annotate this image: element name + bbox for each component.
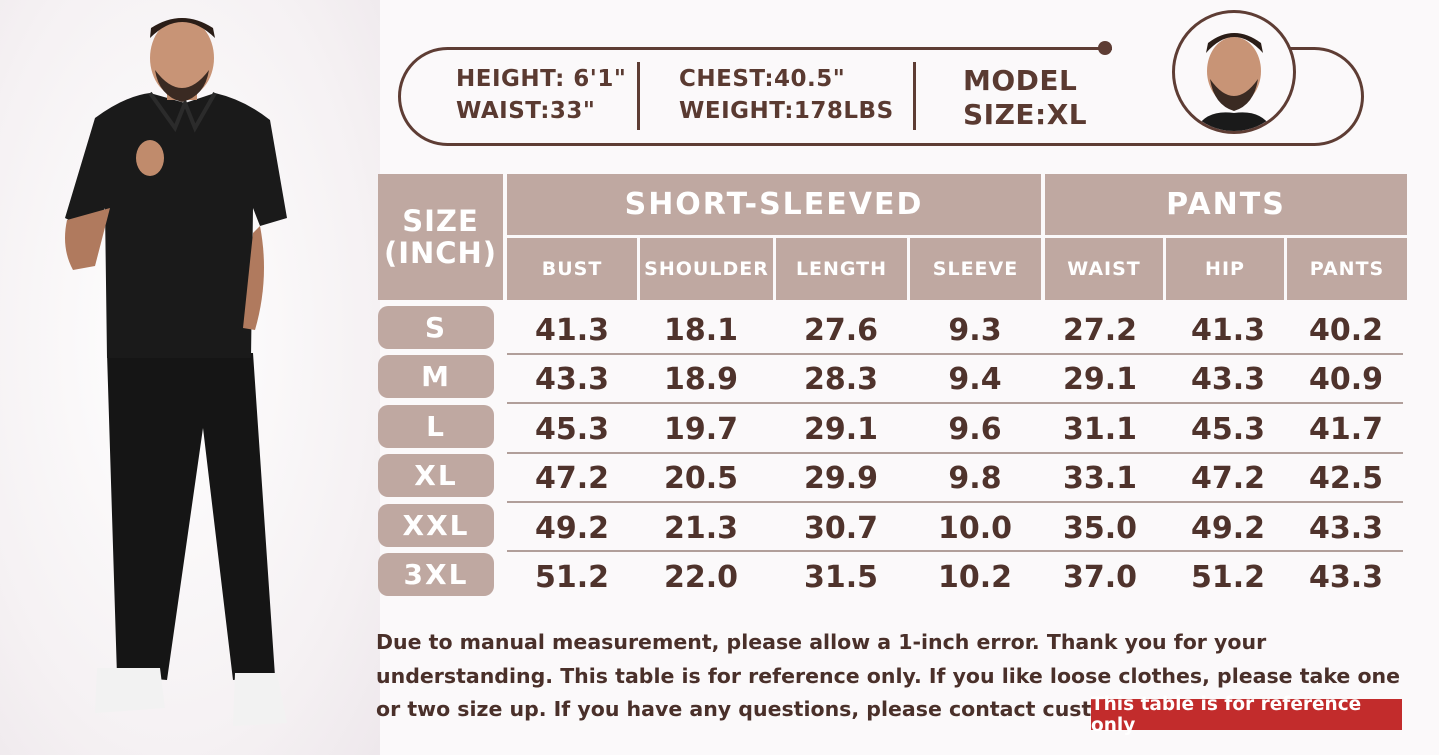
short-sleeved-header: SHORT-SLEEVED: [507, 174, 1041, 235]
table-cell: 28.3: [803, 362, 879, 397]
banner-divider-2: [913, 62, 916, 130]
table-cell: 22.0: [663, 560, 739, 595]
table-cell: 18.9: [663, 362, 739, 397]
table-cell: 49.2: [534, 511, 610, 546]
table-cell: 51.2: [534, 560, 610, 595]
size-header-line2: (INCH): [383, 236, 498, 270]
size-pill-l: L: [378, 405, 494, 448]
table-cell: 41.7: [1308, 412, 1384, 447]
table-cell: 51.2: [1190, 560, 1266, 595]
table-cell: 29.1: [803, 412, 879, 447]
table-cell: 10.0: [937, 511, 1013, 546]
table-cell: 45.3: [1190, 412, 1266, 447]
model-photo: [65, 18, 287, 726]
banner-dot: [1098, 41, 1112, 55]
table-cell: 45.3: [534, 412, 610, 447]
table-cell: 41.3: [1190, 313, 1266, 348]
table-cell: 9.3: [948, 313, 1002, 348]
col-header-bust: BUST: [507, 238, 637, 300]
table-cell: 33.1: [1062, 461, 1138, 496]
table-cell: 18.1: [663, 313, 739, 348]
table-cell: 9.8: [948, 461, 1002, 496]
row-divider: [507, 402, 1403, 404]
col-header-pants: PANTS: [1287, 238, 1407, 300]
col-header-sleeve: SLEEVE: [910, 238, 1041, 300]
table-cell: 40.9: [1308, 362, 1384, 397]
model-chest: CHEST:40.5": [679, 66, 846, 92]
row-divider: [507, 452, 1403, 454]
table-cell: 9.4: [948, 362, 1002, 397]
table-cell: 43.3: [1308, 511, 1384, 546]
table-cell: 10.2: [937, 560, 1013, 595]
model-size: SIZE:XL: [963, 98, 1088, 131]
table-cell: 29.1: [1062, 362, 1138, 397]
table-cell: 19.7: [663, 412, 739, 447]
table-cell: 40.2: [1308, 313, 1384, 348]
table-cell: 47.2: [534, 461, 610, 496]
size-header: SIZE (INCH): [378, 174, 503, 300]
table-cell: 49.2: [1190, 511, 1266, 546]
table-cell: 43.3: [1190, 362, 1266, 397]
size-pill-s: S: [378, 306, 494, 349]
col-header-waist: WAIST: [1045, 238, 1163, 300]
table-cell: 43.3: [534, 362, 610, 397]
row-divider: [507, 501, 1403, 503]
size-pill-xl: XL: [378, 454, 494, 497]
table-cell: 27.6: [803, 313, 879, 348]
row-divider: [507, 353, 1403, 355]
table-cell: 42.5: [1308, 461, 1384, 496]
size-pill-m: M: [378, 355, 494, 398]
table-cell: 41.3: [534, 313, 610, 348]
size-pill-xxl: XXL: [378, 504, 494, 547]
table-cell: 27.2: [1062, 313, 1138, 348]
model-waist: WAIST:33": [456, 98, 596, 124]
row-divider: [507, 550, 1403, 552]
table-cell: 20.5: [663, 461, 739, 496]
model-avatar: [1172, 10, 1296, 134]
table-cell: 43.3: [1308, 560, 1384, 595]
table-cell: 9.6: [948, 412, 1002, 447]
model-label: MODEL: [963, 64, 1078, 97]
pants-header: PANTS: [1045, 174, 1407, 235]
size-header-line1: SIZE: [402, 204, 479, 238]
model-height: HEIGHT: 6'1": [456, 66, 627, 92]
model-weight: WEIGHT:178LBS: [679, 98, 894, 124]
reference-badge: This table is for reference only: [1091, 694, 1402, 736]
col-header-shoulder: SHOULDER: [640, 238, 773, 300]
table-cell: 37.0: [1062, 560, 1138, 595]
size-pill-3xl: 3XL: [378, 553, 494, 596]
col-header-hip: HIP: [1166, 238, 1284, 300]
table-cell: 30.7: [803, 511, 879, 546]
table-cell: 29.9: [803, 461, 879, 496]
table-cell: 31.1: [1062, 412, 1138, 447]
table-cell: 47.2: [1190, 461, 1266, 496]
banner-gap: [1112, 40, 1182, 54]
col-header-length: LENGTH: [776, 238, 907, 300]
table-cell: 35.0: [1062, 511, 1138, 546]
table-cell: 21.3: [663, 511, 739, 546]
table-cell: 31.5: [803, 560, 879, 595]
model-info-banner: [398, 47, 1364, 146]
banner-divider-1: [637, 62, 640, 130]
